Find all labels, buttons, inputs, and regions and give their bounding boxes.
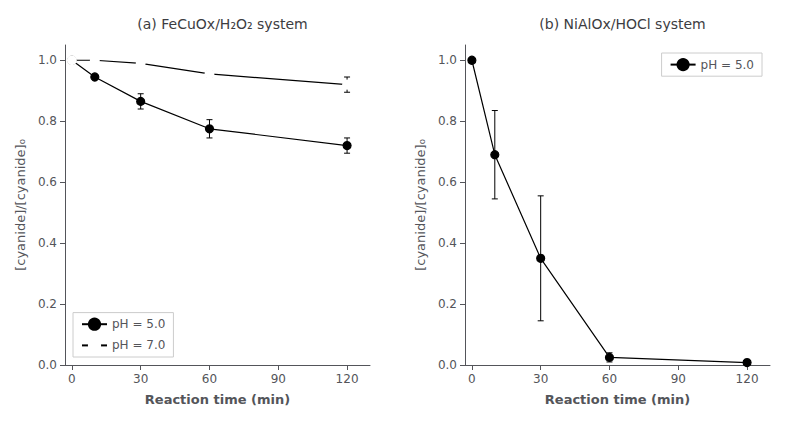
svg-text:0.6: 0.6 (438, 175, 457, 189)
svg-text:30: 30 (133, 372, 148, 386)
svg-text:(a) FeCuOx/H₂O₂ system: (a) FeCuOx/H₂O₂ system (137, 16, 307, 32)
svg-text:pH = 7.0: pH = 7.0 (112, 338, 165, 352)
svg-text:[cyanide]/[cyanide]₀: [cyanide]/[cyanide]₀ (13, 139, 28, 271)
svg-text:0.4: 0.4 (438, 236, 457, 250)
svg-text:60: 60 (602, 372, 617, 386)
svg-text:0.0: 0.0 (38, 358, 57, 372)
svg-text:(b) NiAlOx/HOCl system: (b) NiAlOx/HOCl system (539, 16, 705, 32)
svg-text:0: 0 (468, 372, 476, 386)
svg-text:30: 30 (533, 372, 548, 386)
svg-text:120: 120 (736, 372, 759, 386)
svg-text:0: 0 (68, 372, 76, 386)
svg-text:pH = 5.0: pH = 5.0 (701, 58, 754, 72)
svg-text:0.2: 0.2 (38, 297, 57, 311)
svg-text:[cyanide]/[cyanide]₀: [cyanide]/[cyanide]₀ (413, 139, 428, 271)
svg-text:120: 120 (336, 372, 359, 386)
svg-text:60: 60 (202, 372, 217, 386)
svg-text:pH = 5.0: pH = 5.0 (112, 317, 165, 331)
svg-text:0.0: 0.0 (438, 358, 457, 372)
svg-text:90: 90 (271, 372, 286, 386)
svg-text:0.2: 0.2 (438, 297, 457, 311)
svg-text:90: 90 (671, 372, 686, 386)
svg-text:0.8: 0.8 (438, 114, 457, 128)
svg-text:1.0: 1.0 (438, 53, 457, 67)
svg-text:0.6: 0.6 (38, 175, 57, 189)
svg-text:1.0: 1.0 (38, 53, 57, 67)
svg-text:0.4: 0.4 (38, 236, 57, 250)
svg-text:Reaction time (min): Reaction time (min) (145, 392, 290, 407)
svg-text:Reaction time (min): Reaction time (min) (545, 392, 690, 407)
svg-text:0.8: 0.8 (38, 114, 57, 128)
